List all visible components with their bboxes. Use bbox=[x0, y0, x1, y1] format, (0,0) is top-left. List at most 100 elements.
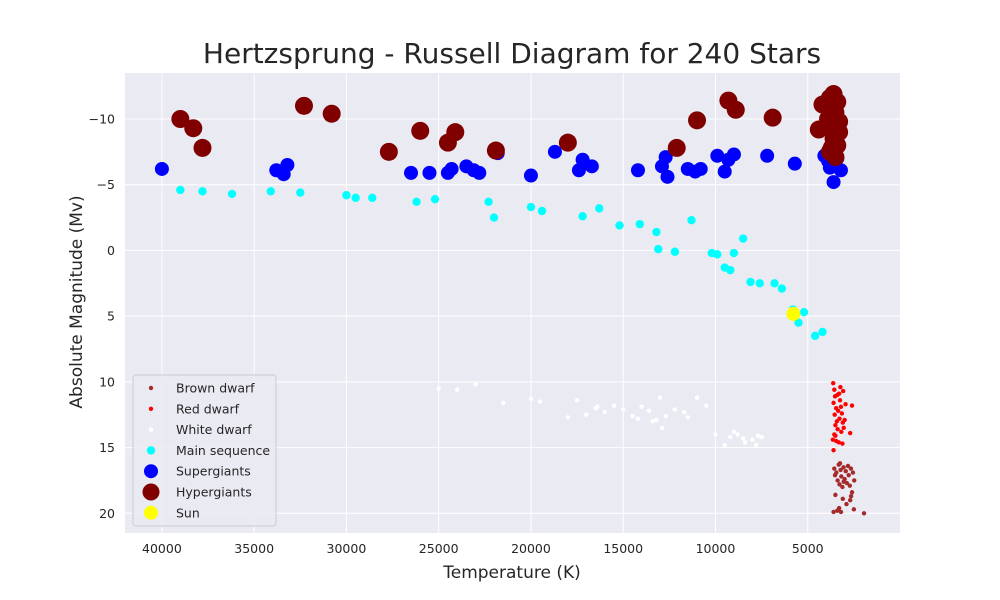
hypergiants-point bbox=[558, 133, 577, 152]
hypergiants-point bbox=[819, 110, 838, 128]
hypergiants-point bbox=[322, 104, 341, 123]
supergiants-point bbox=[710, 148, 725, 163]
white-dwarf-point bbox=[630, 413, 635, 419]
supergiants-point bbox=[630, 163, 645, 178]
red-dwarf-point bbox=[838, 404, 844, 410]
main-sequence-point bbox=[198, 187, 207, 196]
supergiants-point bbox=[444, 161, 459, 176]
red-dwarf-point bbox=[835, 426, 840, 432]
main-sequence-point bbox=[818, 327, 827, 337]
legend-marker bbox=[142, 483, 160, 501]
hypergiants-point bbox=[822, 138, 841, 157]
legend-marker bbox=[146, 446, 156, 455]
x-axis-label: Temperature (K) bbox=[442, 563, 581, 583]
red-dwarf-point bbox=[849, 403, 855, 408]
white-dwarf-point bbox=[436, 386, 441, 391]
y-tick-label: −10 bbox=[89, 112, 115, 127]
legend-item-sun: Sun bbox=[144, 505, 200, 520]
hypergiants-point bbox=[726, 100, 745, 119]
main-sequence-point bbox=[296, 188, 305, 197]
white-dwarf-point bbox=[595, 404, 600, 410]
y-tick-label: 20 bbox=[99, 506, 115, 521]
red-dwarf-point bbox=[830, 437, 836, 442]
hypergiants-point bbox=[171, 110, 190, 128]
supergiants-point bbox=[658, 150, 673, 165]
gridlines bbox=[125, 73, 900, 533]
main-sequence-point bbox=[670, 247, 680, 256]
main-sequence-point bbox=[713, 250, 722, 259]
brown-dwarf-point bbox=[831, 509, 836, 515]
main-sequence-point bbox=[484, 197, 493, 206]
brown-dwarf-point bbox=[852, 478, 857, 483]
white-dwarf-point bbox=[639, 404, 644, 410]
white-dwarf-point bbox=[694, 395, 700, 400]
hypergiants-point bbox=[294, 96, 313, 115]
y-tick-label: −5 bbox=[97, 177, 115, 192]
hypergiants-point bbox=[667, 138, 686, 157]
y-tick-label: 15 bbox=[99, 440, 115, 455]
brown-dwarf-point bbox=[848, 494, 854, 499]
x-tick-label: 10000 bbox=[696, 541, 736, 556]
brown-dwarf-point bbox=[847, 497, 853, 503]
red-dwarf-point bbox=[839, 411, 845, 416]
main-sequence-point bbox=[526, 202, 536, 212]
supergiants-point bbox=[693, 161, 708, 176]
white-dwarf-point bbox=[574, 398, 580, 403]
white-dwarf-point bbox=[731, 429, 737, 434]
white-dwarf-point bbox=[657, 395, 663, 400]
main-sequence-point bbox=[777, 284, 787, 293]
supergiants-point bbox=[826, 175, 841, 190]
brown-dwarf-point bbox=[832, 466, 837, 471]
white-dwarf-point bbox=[750, 437, 755, 442]
legend: Brown dwarf Red dwarf White dwarf Main sequ… bbox=[132, 374, 277, 527]
x-tick-label: 40000 bbox=[142, 541, 182, 556]
main-sequence-point bbox=[412, 197, 421, 206]
brown-dwarf-point bbox=[840, 496, 845, 502]
white-dwarf-point bbox=[611, 403, 617, 408]
main-sequence-point bbox=[794, 318, 803, 327]
red-dwarf-point bbox=[835, 408, 841, 413]
brown-dwarf-point bbox=[838, 509, 844, 515]
legend-item-supergiants: Supergiants bbox=[144, 464, 251, 479]
white-dwarf-point bbox=[704, 403, 709, 408]
brown-dwarf-point bbox=[835, 508, 840, 513]
main-sequence-point bbox=[489, 213, 499, 222]
white-dwarf-point bbox=[654, 417, 659, 423]
y-axis-ticks: −10 −5 0 5 10 15 20 bbox=[89, 112, 115, 521]
supergiants-point bbox=[404, 165, 419, 180]
data-points bbox=[154, 85, 867, 516]
series-sun bbox=[786, 306, 801, 321]
main-sequence-point bbox=[755, 279, 764, 288]
supergiants-point bbox=[760, 148, 775, 163]
white-dwarf-point bbox=[537, 399, 543, 404]
white-dwarf-point bbox=[650, 419, 655, 424]
white-dwarf-point bbox=[742, 440, 748, 445]
legend-label: Main sequence bbox=[176, 443, 270, 458]
main-sequence-point bbox=[537, 206, 547, 216]
red-dwarf-point bbox=[831, 400, 836, 406]
legend-marker bbox=[148, 406, 154, 411]
brown-dwarf-point bbox=[847, 483, 853, 488]
red-dwarf-point bbox=[837, 398, 843, 403]
main-sequence-point bbox=[595, 204, 604, 213]
white-dwarf-point bbox=[740, 436, 746, 441]
red-dwarf-point bbox=[831, 448, 836, 453]
brown-dwarf-point bbox=[861, 511, 867, 516]
brown-dwarf-point bbox=[838, 467, 843, 473]
legend-item-brown-dwarf: Brown dwarf bbox=[148, 381, 255, 396]
legend-label: White dwarf bbox=[176, 422, 252, 437]
hypergiants-point bbox=[411, 121, 430, 140]
white-dwarf-point bbox=[501, 400, 506, 406]
red-dwarf-point bbox=[841, 425, 846, 431]
white-dwarf-point bbox=[621, 407, 626, 412]
main-sequence-point bbox=[635, 219, 645, 229]
legend-item-red-dwarf: Red dwarf bbox=[148, 401, 240, 416]
red-dwarf-point bbox=[836, 440, 841, 445]
supergiants-point bbox=[547, 144, 562, 159]
legend-marker bbox=[148, 385, 154, 391]
hypergiants-point bbox=[193, 138, 212, 157]
main-sequence-point bbox=[176, 185, 185, 195]
y-tick-label: 5 bbox=[107, 309, 115, 324]
main-sequence-point bbox=[266, 187, 275, 196]
main-sequence-point bbox=[430, 194, 440, 204]
